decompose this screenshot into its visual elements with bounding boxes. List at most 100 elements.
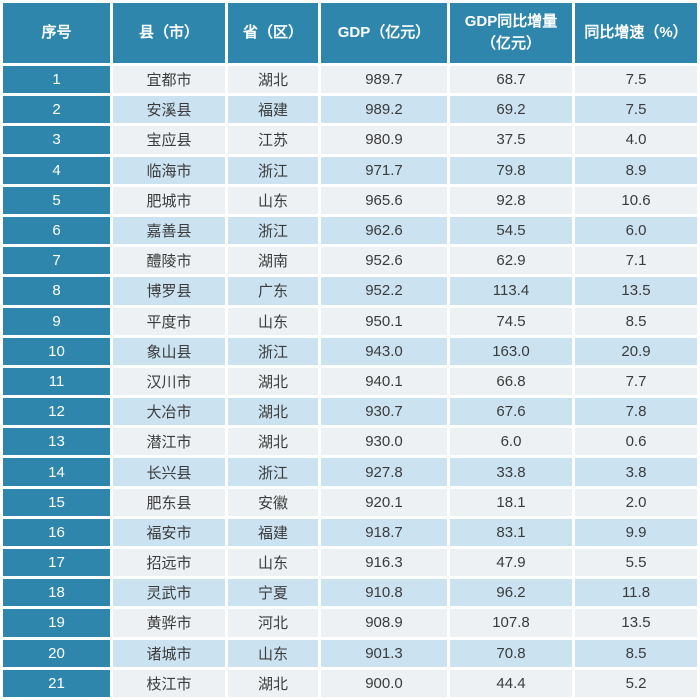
growth-rate-cell: 7.5 xyxy=(575,66,697,94)
province-cell: 湖北 xyxy=(228,428,318,456)
county-cell: 黄骅市 xyxy=(113,609,225,637)
gdp-cell: 900.0 xyxy=(321,669,447,697)
county-cell: 枝江市 xyxy=(113,669,225,697)
province-cell: 福建 xyxy=(228,518,318,546)
table-row: 6 嘉善县 浙江 962.6 54.5 6.0 xyxy=(3,216,697,245)
gdp-increment-cell: 44.4 xyxy=(450,669,572,697)
province-cell: 山东 xyxy=(228,307,318,335)
table-row: 17 招远市 山东 916.3 47.9 5.5 xyxy=(3,549,697,577)
gdp-cell: 943.0 xyxy=(321,337,447,365)
table-row: 15 肥东县 安徽 920.1 18.1 2.0 xyxy=(3,488,697,516)
table-row: 11 汉川市 湖北 940.1 66.8 7.7 xyxy=(3,367,697,396)
gdp-cell: 971.7 xyxy=(321,156,447,184)
growth-rate-cell: 3.8 xyxy=(575,458,697,486)
table-row: 7 醴陵市 湖南 952.6 62.9 7.1 xyxy=(3,247,697,275)
gdp-cell: 962.6 xyxy=(321,216,447,245)
row-rank-cell: 11 xyxy=(3,367,110,396)
col-header-county: 县（市） xyxy=(113,3,225,63)
county-cell: 肥东县 xyxy=(113,488,225,516)
row-rank-cell: 21 xyxy=(3,669,110,697)
gdp-increment-cell: 113.4 xyxy=(450,277,572,305)
growth-rate-cell: 11.8 xyxy=(575,579,697,607)
gdp-cell: 989.2 xyxy=(321,96,447,124)
province-cell: 广东 xyxy=(228,277,318,305)
gdp-cell: 989.7 xyxy=(321,66,447,94)
gdp-increment-cell: 67.6 xyxy=(450,398,572,426)
growth-rate-cell: 8.9 xyxy=(575,156,697,184)
gdp-increment-cell: 47.9 xyxy=(450,549,572,577)
gdp-increment-cell: 69.2 xyxy=(450,96,572,124)
county-cell: 福安市 xyxy=(113,518,225,546)
growth-rate-cell: 0.6 xyxy=(575,428,697,456)
province-cell: 山东 xyxy=(228,639,318,667)
growth-rate-cell: 6.0 xyxy=(575,216,697,245)
row-rank-cell: 10 xyxy=(3,337,110,365)
gdp-increment-cell: 18.1 xyxy=(450,488,572,516)
gdp-increment-cell: 79.8 xyxy=(450,156,572,184)
row-rank-cell: 15 xyxy=(3,488,110,516)
gdp-cell: 950.1 xyxy=(321,307,447,335)
col-header-gdp-increment: GDP同比增量（亿元） xyxy=(450,3,572,63)
county-cell: 大冶市 xyxy=(113,398,225,426)
county-cell: 博罗县 xyxy=(113,277,225,305)
table-row: 12 大冶市 湖北 930.7 67.6 7.8 xyxy=(3,398,697,426)
gdp-cell: 930.0 xyxy=(321,428,447,456)
col-header-province: 省（区） xyxy=(228,3,318,63)
gdp-increment-cell: 62.9 xyxy=(450,247,572,275)
growth-rate-cell: 7.7 xyxy=(575,367,697,396)
gdp-increment-cell: 74.5 xyxy=(450,307,572,335)
gdp-cell: 901.3 xyxy=(321,639,447,667)
growth-rate-cell: 2.0 xyxy=(575,488,697,516)
gdp-cell: 980.9 xyxy=(321,126,447,154)
gdp-cell: 930.7 xyxy=(321,398,447,426)
table-row: 3 宝应县 江苏 980.9 37.5 4.0 xyxy=(3,126,697,154)
county-cell: 临海市 xyxy=(113,156,225,184)
growth-rate-cell: 8.5 xyxy=(575,639,697,667)
gdp-increment-cell: 83.1 xyxy=(450,518,572,546)
row-rank-cell: 1 xyxy=(3,66,110,94)
province-cell: 宁夏 xyxy=(228,579,318,607)
growth-rate-cell: 9.9 xyxy=(575,518,697,546)
row-rank-cell: 13 xyxy=(3,428,110,456)
growth-rate-cell: 8.5 xyxy=(575,307,697,335)
province-cell: 江苏 xyxy=(228,126,318,154)
county-cell: 宝应县 xyxy=(113,126,225,154)
row-rank-cell: 5 xyxy=(3,186,110,214)
county-cell: 灵武市 xyxy=(113,579,225,607)
table-row: 21 枝江市 湖北 900.0 44.4 5.2 xyxy=(3,669,697,697)
table-row: 4 临海市 浙江 971.7 79.8 8.9 xyxy=(3,156,697,184)
row-rank-cell: 7 xyxy=(3,247,110,275)
table-row: 13 潜江市 湖北 930.0 6.0 0.6 xyxy=(3,428,697,456)
province-cell: 山东 xyxy=(228,549,318,577)
gdp-increment-cell: 6.0 xyxy=(450,428,572,456)
row-rank-cell: 12 xyxy=(3,398,110,426)
row-rank-cell: 8 xyxy=(3,277,110,305)
table-row: 16 福安市 福建 918.7 83.1 9.9 xyxy=(3,518,697,546)
gdp-cell: 952.2 xyxy=(321,277,447,305)
row-rank-cell: 17 xyxy=(3,549,110,577)
row-rank-cell: 2 xyxy=(3,96,110,124)
growth-rate-cell: 7.1 xyxy=(575,247,697,275)
county-cell: 诸城市 xyxy=(113,639,225,667)
county-cell: 嘉善县 xyxy=(113,216,225,245)
county-cell: 醴陵市 xyxy=(113,247,225,275)
growth-rate-cell: 7.8 xyxy=(575,398,697,426)
province-cell: 浙江 xyxy=(228,216,318,245)
row-rank-cell: 19 xyxy=(3,609,110,637)
county-cell: 潜江市 xyxy=(113,428,225,456)
gdp-cell: 965.6 xyxy=(321,186,447,214)
growth-rate-cell: 10.6 xyxy=(575,186,697,214)
table-row: 19 黄骅市 河北 908.9 107.8 13.5 xyxy=(3,609,697,637)
county-cell: 肥城市 xyxy=(113,186,225,214)
header-row: 序号 县（市） 省（区） GDP（亿元） GDP同比增量（亿元） 同比增速（%） xyxy=(3,3,697,63)
row-rank-cell: 6 xyxy=(3,216,110,245)
table-row: 10 象山县 浙江 943.0 163.0 20.9 xyxy=(3,337,697,365)
gdp-cell: 916.3 xyxy=(321,549,447,577)
province-cell: 湖南 xyxy=(228,247,318,275)
province-cell: 湖北 xyxy=(228,669,318,697)
province-cell: 湖北 xyxy=(228,66,318,94)
growth-rate-cell: 5.2 xyxy=(575,669,697,697)
gdp-increment-cell: 54.5 xyxy=(450,216,572,245)
row-rank-cell: 20 xyxy=(3,639,110,667)
gdp-cell: 920.1 xyxy=(321,488,447,516)
